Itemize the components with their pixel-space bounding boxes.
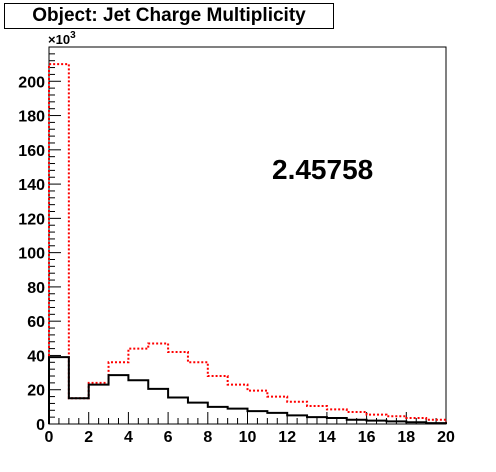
black-bin-1 <box>69 398 89 424</box>
x-tick-label: 14 <box>318 429 336 446</box>
y-tick-label: 60 <box>27 314 45 331</box>
black-bin-5 <box>148 389 168 424</box>
y-tick-label: 200 <box>18 74 45 91</box>
black-bin-12 <box>287 415 307 424</box>
black-bin-16 <box>367 421 387 424</box>
annotation-value: 2.45758 <box>272 154 373 185</box>
black-bin-15 <box>347 420 367 424</box>
series-black-histogram <box>48 356 447 425</box>
black-bin-17 <box>386 421 406 424</box>
black-bin-14 <box>327 418 347 424</box>
black-bin-11 <box>267 413 287 424</box>
black-bin-8 <box>208 407 228 424</box>
x-tick-label: 20 <box>437 429 455 446</box>
y-tick-label: 120 <box>18 211 45 228</box>
y-tick-label: 0 <box>36 417 45 434</box>
x-tick-label: 6 <box>164 429 173 446</box>
y-tick-label: 100 <box>18 246 45 263</box>
black-bin-9 <box>228 409 248 424</box>
black-bin-6 <box>168 397 188 424</box>
y-tick-label: 180 <box>18 109 45 126</box>
y-tick-label: 40 <box>27 348 45 365</box>
series-red-histogram <box>48 63 447 424</box>
x-tick-label: 2 <box>84 429 93 446</box>
x-tick-label: 18 <box>397 429 415 446</box>
black-bin-4 <box>128 380 148 424</box>
black-bin-10 <box>248 411 268 424</box>
x-tick-label: 16 <box>358 429 376 446</box>
chart-title: Object: Jet Charge Multiplicity <box>4 3 334 29</box>
y-tick-label: 20 <box>27 383 45 400</box>
black-bin-3 <box>109 375 129 424</box>
y-tick-label: 80 <box>27 280 45 297</box>
y-tick-label: 160 <box>18 143 45 160</box>
black-bin-7 <box>188 403 208 424</box>
black-bin-18 <box>406 422 426 424</box>
x-tick-label: 4 <box>124 429 133 446</box>
black-bin-2 <box>89 385 109 424</box>
x-tick-label: 12 <box>278 429 296 446</box>
x-tick-label: 10 <box>239 429 257 446</box>
black-bin-13 <box>307 417 327 424</box>
y-multiplier: ×103 <box>48 30 76 47</box>
x-tick-label: 8 <box>203 429 212 446</box>
black-bin-19 <box>426 423 446 424</box>
y-tick-label: 140 <box>18 177 45 194</box>
x-tick-label: 0 <box>45 429 54 446</box>
black-bin-0 <box>49 357 69 424</box>
